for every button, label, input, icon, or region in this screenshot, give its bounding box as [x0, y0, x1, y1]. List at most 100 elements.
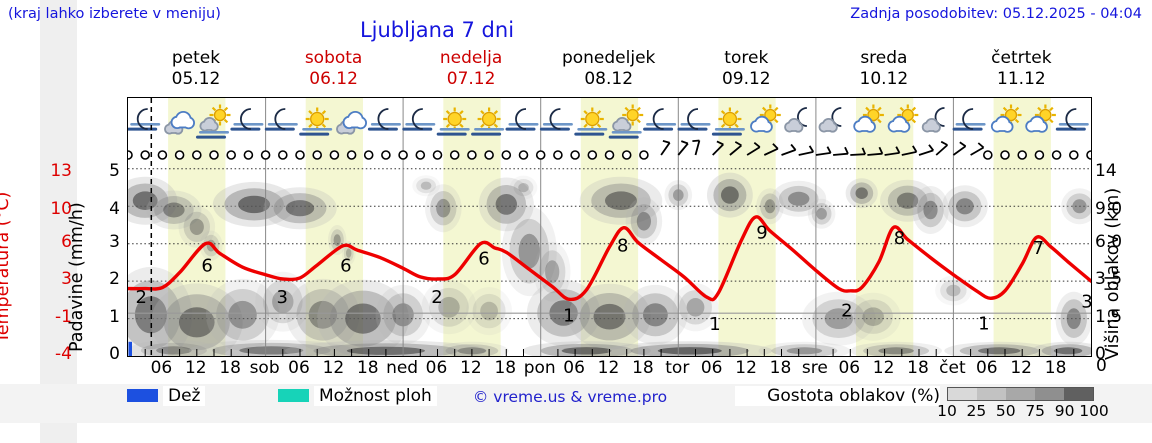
svg-text:2: 2 — [135, 287, 146, 308]
weather-icon-moon-fog — [505, 108, 539, 131]
weather-icon-moon-fog — [128, 108, 161, 131]
day-date: 07.12 — [446, 69, 496, 89]
last-update-text: Zadnja posodobitev: 05.12.2025 - 04:04 — [850, 6, 1142, 22]
time-label-12: 12 — [872, 358, 895, 378]
day-date: 08.12 — [584, 69, 634, 89]
gradient-tick-75: 75 — [1025, 402, 1046, 420]
calm-wind-icon — [329, 150, 340, 160]
day-date: 10.12 — [859, 69, 909, 89]
weather-icon-moon-fog — [367, 108, 401, 131]
weather-icon-moon-fog — [643, 108, 677, 131]
cloud-height-tick-6.0: 6.0 — [1095, 232, 1123, 252]
time-label-18: 18 — [769, 358, 792, 378]
weather-icon-sun-cloud-fog — [608, 104, 644, 139]
calm-wind-icon — [174, 150, 185, 160]
time-label-6: 06 — [700, 358, 723, 378]
wind-barb-icon — [833, 146, 849, 156]
temp-tick-3: 3 — [61, 269, 72, 289]
calm-wind-icon — [587, 150, 598, 160]
day-name: sobota — [304, 48, 363, 68]
wind-barb-icon — [712, 140, 724, 156]
time-label-6: 06 — [288, 358, 310, 378]
page-title: Ljubljana 7 dni — [359, 18, 515, 42]
showers-legend-label: Možnost ploh — [314, 386, 437, 406]
wind-barb-icon — [729, 141, 742, 156]
wind-barb-icon — [935, 140, 948, 156]
calm-wind-icon — [260, 150, 271, 160]
time-label-18: 18 — [219, 358, 241, 378]
temp-tick-6: 6 — [61, 232, 72, 252]
wind-barb-icon — [815, 146, 832, 156]
time-label-12: 12 — [735, 358, 757, 378]
svg-text:6: 6 — [201, 255, 212, 276]
weather-icon-sun-cloud — [1025, 104, 1056, 133]
location-hint: (kraj lahko izberete v meniju) — [8, 6, 221, 22]
day-name: petek — [171, 48, 221, 68]
rain-legend-label: Dež — [163, 386, 206, 406]
svg-text:1: 1 — [563, 306, 574, 327]
gradient-tick-25: 25 — [966, 402, 987, 420]
calm-wind-icon — [346, 150, 357, 160]
calm-wind-icon — [449, 150, 460, 160]
day-date: 11.12 — [997, 69, 1046, 89]
wind-barb-icon — [763, 143, 779, 156]
day-header-sobota: sobota 06.12 — [265, 48, 403, 90]
temp-tick--4: -4 — [55, 344, 72, 364]
day-name: torek — [724, 48, 769, 68]
calm-wind-icon — [381, 150, 391, 160]
wind-barb-icon — [918, 144, 935, 156]
time-label-18: 18 — [356, 358, 379, 378]
weather-icon-moon-cloud — [784, 107, 807, 133]
day-abbrev-tor: tor — [665, 358, 690, 378]
wind-barb-icon — [901, 145, 918, 156]
weather-icon-sun-cloud-fog — [196, 104, 231, 139]
temp-tick-10: 10 — [50, 199, 72, 219]
calm-wind-icon — [1051, 150, 1062, 160]
cloud-density-gradient — [947, 387, 1094, 401]
gradient-segment-2 — [1006, 388, 1035, 400]
temp-tick-13: 13 — [50, 161, 72, 181]
calm-wind-icon — [243, 150, 254, 160]
rain-bars — [128, 341, 132, 356]
calm-wind-icon — [432, 150, 443, 160]
temperature-min-max-labels: 2 6 3 6 2 6 1 8 1 9 2 8 1 7 3 — [135, 223, 1091, 336]
wind-barb-icon — [746, 141, 761, 156]
svg-text:7: 7 — [1033, 238, 1044, 259]
temp-axis-background — [40, 0, 77, 443]
svg-text:6: 6 — [478, 249, 489, 270]
weather-icon-sun-cloud — [887, 104, 919, 133]
calm-wind-icon — [639, 150, 649, 160]
calm-wind-icon — [140, 150, 151, 160]
wind-barb-icon — [798, 145, 815, 156]
time-label-6: 06 — [563, 358, 585, 378]
calm-wind-icon — [570, 150, 580, 160]
precip-tick-2: 2 — [109, 269, 120, 289]
gradient-tick-100: 100 — [1079, 402, 1109, 420]
rain-color-swatch — [127, 389, 158, 402]
copyright-link[interactable]: © vreme.us & vreme.pro — [472, 388, 668, 406]
svg-text:8: 8 — [617, 236, 628, 257]
cloud-height-tick-14: 14 — [1095, 161, 1117, 181]
time-label-6: 06 — [838, 358, 861, 378]
weather-icon-moon-fog — [264, 108, 298, 131]
calm-wind-icon — [1068, 150, 1079, 160]
day-header-torek: torek 09.12 — [677, 48, 815, 90]
svg-text:3: 3 — [1081, 292, 1091, 313]
calm-wind-icon — [501, 150, 512, 160]
forecast-chart-svg: 2 6 3 6 2 6 1 8 1 9 2 8 1 7 3 — [128, 98, 1091, 356]
calm-wind-icon — [1017, 150, 1028, 160]
day-date: 06.12 — [309, 69, 358, 89]
weather-icon-sun-fog — [299, 107, 333, 136]
time-label-12: 12 — [460, 358, 482, 378]
day-header-ponedeljek: ponedeljek 08.12 — [540, 48, 678, 90]
svg-text:2: 2 — [841, 300, 852, 321]
day-header-sreda: sreda 10.12 — [815, 48, 953, 90]
time-label-18: 18 — [1044, 358, 1067, 378]
weather-icon-moon-cloud — [921, 107, 945, 133]
day-header-nedelja: nedelja 07.12 — [402, 48, 540, 90]
day-header-petek: petek 05.12 — [127, 48, 265, 90]
cloud-height-tick-1.5: 1.5 — [1095, 307, 1123, 327]
precip-tick-3: 3 — [109, 232, 120, 252]
weather-icon-moon-fog — [539, 108, 573, 131]
